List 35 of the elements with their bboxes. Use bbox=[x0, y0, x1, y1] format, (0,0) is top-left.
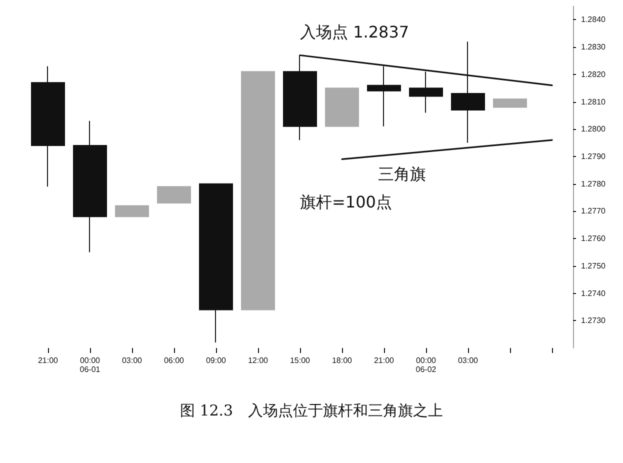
y-tick-label: 1.2740 bbox=[581, 288, 606, 298]
candlestick bbox=[31, 66, 65, 188]
x-tick-label: 21:00 bbox=[38, 356, 59, 365]
x-tick-label: 18:00 bbox=[332, 356, 353, 365]
x-tick-label: 00:00 06-01 bbox=[80, 356, 101, 374]
candlestick bbox=[325, 88, 359, 127]
x-tick-label: 06:00 bbox=[164, 356, 185, 365]
y-tick-label: 1.2790 bbox=[581, 152, 606, 161]
y-tick-label: 1.2830 bbox=[581, 42, 606, 52]
candlestick bbox=[493, 98, 527, 108]
y-tick-label: 1.2820 bbox=[581, 70, 606, 79]
candlestick bbox=[73, 120, 107, 253]
text: 图 12.3 入场点位于旗杆和三角旗之上 bbox=[180, 402, 444, 420]
candlestick bbox=[241, 71, 275, 310]
candlestick bbox=[157, 186, 191, 204]
y-tick-label: 1.2800 bbox=[581, 124, 606, 134]
annotation: 入场点 1.2837 bbox=[300, 22, 410, 42]
x-tick-label: 00:00 06-02 bbox=[416, 356, 437, 374]
x-tick-label: 21:00 bbox=[374, 356, 395, 365]
candlestick bbox=[115, 205, 149, 218]
x-tick-label: 15:00 bbox=[290, 356, 311, 365]
y-tick-label: 1.2760 bbox=[581, 234, 606, 244]
annotation: 三角旗 bbox=[378, 164, 426, 184]
y-tick-label: 1.2770 bbox=[581, 206, 606, 216]
y-tick-label: 1.2730 bbox=[581, 316, 606, 326]
candlestick bbox=[199, 183, 233, 344]
y-tick-label: 1.2840 bbox=[581, 15, 606, 24]
x-tick-label: 09:00 bbox=[206, 356, 227, 365]
x-tick-label: 03:00 bbox=[122, 356, 143, 365]
x-tick-label: 12:00 bbox=[248, 356, 269, 365]
y-tick-label: 1.2750 bbox=[581, 261, 606, 270]
y-tick-label: 1.2810 bbox=[581, 97, 606, 106]
y-tick-label: 1.2780 bbox=[581, 179, 606, 188]
annotation: 旗杆=100点 bbox=[300, 192, 392, 212]
x-tick-label: 03:00 bbox=[458, 356, 479, 365]
